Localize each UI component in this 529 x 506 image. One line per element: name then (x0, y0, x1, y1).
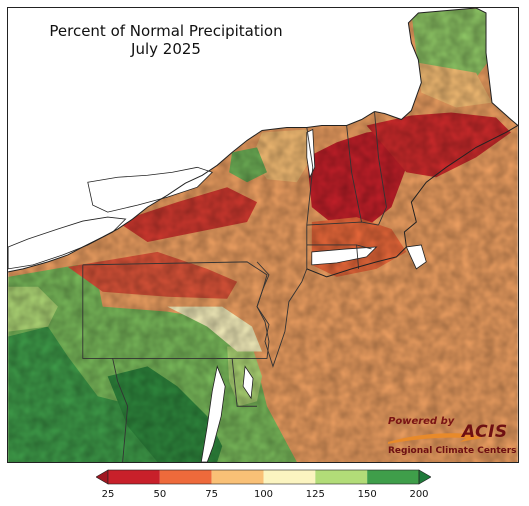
colorbar-under-arrow (96, 469, 109, 485)
northern-boundary (8, 111, 375, 273)
nh-maine-border (374, 111, 387, 226)
acis-swoosh-icon (388, 430, 482, 444)
legend-colorbar (96, 467, 431, 487)
colorbar-bin-125-150 (315, 470, 368, 484)
cape-cod-bay (405, 244, 427, 270)
colorbar-svg (96, 469, 431, 485)
lake-ontario (87, 166, 213, 213)
maryland-wv-border (112, 358, 129, 462)
delaware-bay (242, 365, 254, 400)
regional-climate-centers-text: Regional Climate Centers (388, 446, 517, 456)
colorbar-bin-150-200 (367, 470, 419, 484)
colorbar-tick-label: 100 (253, 489, 274, 500)
vermont-nh-border (346, 125, 363, 223)
colorbar-tick-label: 75 (205, 489, 219, 500)
title-line-2: July 2025 (131, 40, 201, 58)
coastline (306, 125, 518, 278)
ny-vermont-border (306, 127, 314, 269)
colorbar-tick-label: 25 (101, 489, 115, 500)
colorbar-bin-75-100 (211, 470, 264, 484)
pennsylvania-border (82, 261, 270, 359)
acis-logo: Powered by ACIS Regional Climate Centers (384, 412, 517, 460)
colorbar-bin-100-125 (263, 470, 316, 484)
colorbar-tick-label: 125 (305, 489, 325, 500)
long-island-sound (311, 246, 378, 266)
colorbar-bin-50-75 (159, 470, 212, 484)
colorbar-tick-label: 50 (153, 489, 167, 500)
state-boundaries (82, 111, 387, 462)
map-title: Percent of Normal Precipitation July 202… (8, 22, 324, 58)
colorbar-over-arrow (418, 469, 431, 485)
maine-border (374, 8, 518, 126)
delaware-border (217, 358, 258, 407)
map-svg (8, 8, 518, 462)
powered-by-text: Powered by (388, 416, 455, 427)
lake-erie (8, 216, 127, 270)
title-line-1: Percent of Normal Precipitation (49, 22, 283, 40)
colorbar-bin-25-50 (108, 470, 160, 484)
colorbar-outline (107, 469, 420, 485)
colorbar-tick-label: 150 (357, 489, 377, 500)
acis-brand-text: ACIS (462, 422, 508, 442)
chesapeake-bay (200, 365, 226, 462)
ri-border (356, 244, 360, 269)
precipitation-map: Percent of Normal Precipitation July 202… (7, 7, 519, 463)
new-jersey-border (256, 261, 308, 368)
colorbar-tick-label: 200 (409, 489, 429, 500)
